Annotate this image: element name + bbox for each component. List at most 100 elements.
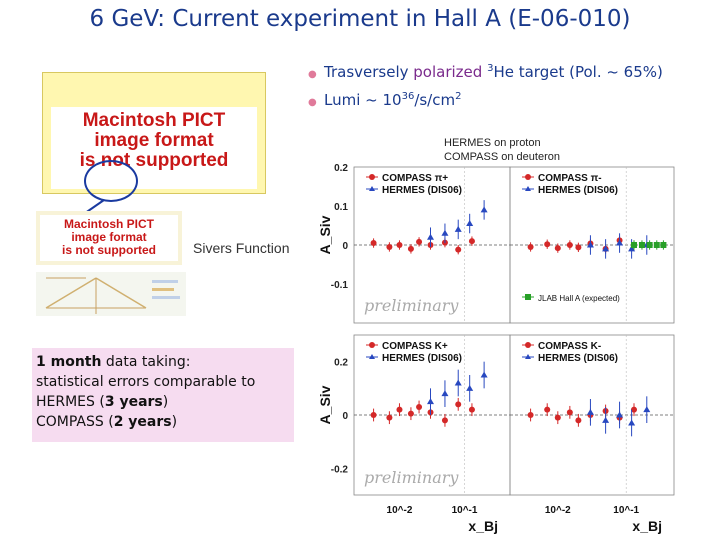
data-point <box>660 242 667 248</box>
pict-placeholder-large: Macintosh PICT image format is not suppo… <box>42 72 266 194</box>
note-box: 1 month data taking: statistical errors … <box>32 348 294 442</box>
legend-label: COMPASS π+ <box>382 173 448 184</box>
note-text: statistical errors comparable to <box>36 374 256 390</box>
data-point <box>544 241 551 248</box>
data-point <box>643 406 651 413</box>
y-tick-label: 0 <box>342 411 348 422</box>
plot-background <box>318 163 678 535</box>
bullet-dot-icon: ● <box>308 97 317 108</box>
data-point <box>602 416 610 423</box>
legend-marker <box>525 186 531 191</box>
data-point <box>407 245 414 252</box>
data-point <box>454 379 462 386</box>
legend-marker <box>525 342 531 348</box>
preliminary-watermark: preliminary <box>364 296 459 315</box>
hermes-label: HERMES on proton <box>444 137 541 149</box>
data-point <box>396 406 403 413</box>
y-tick-label: 0.2 <box>334 358 348 369</box>
data-point <box>427 233 435 240</box>
y-tick-label: 0.1 <box>334 202 348 213</box>
data-point <box>544 406 551 413</box>
data-point <box>628 245 636 252</box>
plot-source-labels: HERMES on proton COMPASS on deuteron <box>444 136 560 164</box>
data-point <box>468 238 475 245</box>
legend-marker <box>369 354 375 359</box>
pict-line: is not supported <box>62 243 156 257</box>
data-point <box>370 412 377 418</box>
legend-label: HERMES (DIS06) <box>538 185 618 196</box>
note-text: HERMES ( <box>36 394 105 410</box>
compass-label: COMPASS on deuteron <box>444 151 560 163</box>
legend-marker <box>525 294 531 300</box>
data-point <box>554 414 561 421</box>
pict-line: image format <box>71 230 147 244</box>
legend-marker <box>525 174 531 180</box>
data-point <box>416 238 423 245</box>
pict-error-text: Macintosh PICT image format is not suppo… <box>51 107 257 189</box>
legend-marker <box>525 354 531 359</box>
data-point <box>454 225 462 232</box>
x-tick-label: 10^-2 <box>545 505 571 516</box>
y-tick-label: -0.1 <box>331 280 349 291</box>
data-point <box>370 240 377 247</box>
pict-placeholder-small: Macintosh PICT image format is not suppo… <box>36 211 182 265</box>
slide-title: 6 GeV: Current experiment in Hall A (E-0… <box>89 6 631 32</box>
data-point <box>554 245 561 252</box>
bullet-text: /s/cm <box>414 91 456 109</box>
legend-label: COMPASS K+ <box>382 341 448 352</box>
data-point <box>455 246 462 253</box>
note-text: ) <box>171 414 178 430</box>
y-tick-label: 0 <box>342 241 348 252</box>
note-bold: 3 years <box>104 394 163 410</box>
y-axis-label: A_Siv <box>318 215 333 254</box>
data-point <box>616 411 624 418</box>
x-axis-label: x_Bj <box>468 518 498 534</box>
data-point <box>630 242 637 248</box>
pict-line: is not supported <box>79 150 229 171</box>
data-point <box>427 398 435 405</box>
bullet-target: ● Trasversely polarized 3He target (Pol.… <box>308 58 663 86</box>
legend-label: JLAB Hall A (expected) <box>538 294 620 303</box>
data-point <box>638 242 645 248</box>
data-point <box>480 371 488 378</box>
data-point <box>441 417 448 424</box>
legend-label: HERMES (DIS06) <box>538 353 618 364</box>
data-point <box>527 412 534 418</box>
bullet-text: Trasversely <box>324 63 414 81</box>
pict-error-text: Macintosh PICT image format is not suppo… <box>40 215 178 261</box>
superscript: 2 <box>455 91 462 102</box>
diagram-thumbnail <box>36 272 186 316</box>
legend-marker <box>369 342 375 348</box>
data-point <box>566 242 573 248</box>
data-point <box>386 243 393 250</box>
legend-marker <box>369 186 375 191</box>
data-point <box>630 406 637 413</box>
polarized-word: polarized <box>413 63 483 81</box>
note-text: data taking: <box>101 354 191 370</box>
data-point <box>586 408 594 415</box>
data-point <box>480 206 488 213</box>
note-text: ) <box>162 394 169 410</box>
sivers-asymmetry-plot: 0.2 0.1 0 -0.1 A_Siv preliminary COMPASS π+ HER… <box>318 163 678 535</box>
data-point <box>407 410 414 417</box>
bullet-lumi: ● Lumi ~ 1036/s/cm2 <box>308 86 663 114</box>
legend-label: HERMES (DIS06) <box>382 353 462 364</box>
note-bold: 2 years <box>113 414 172 430</box>
x-tick-label: 10^-1 <box>613 505 639 516</box>
x-tick-label: 10^-2 <box>387 505 413 516</box>
data-point <box>396 242 403 248</box>
bullet-text: Lumi ~ 10 <box>324 91 402 109</box>
data-point <box>416 404 423 410</box>
data-point <box>527 243 534 250</box>
y-axis-label: A_Siv <box>318 385 333 424</box>
data-point <box>586 241 594 248</box>
pict-line: Macintosh PICT <box>63 217 154 231</box>
data-point <box>602 245 610 252</box>
pict-line: image format <box>94 130 214 151</box>
data-point <box>575 244 582 251</box>
sivers-label: Sivers Function <box>193 240 290 256</box>
data-point <box>455 401 462 408</box>
data-point <box>466 220 474 227</box>
data-point <box>386 414 393 421</box>
